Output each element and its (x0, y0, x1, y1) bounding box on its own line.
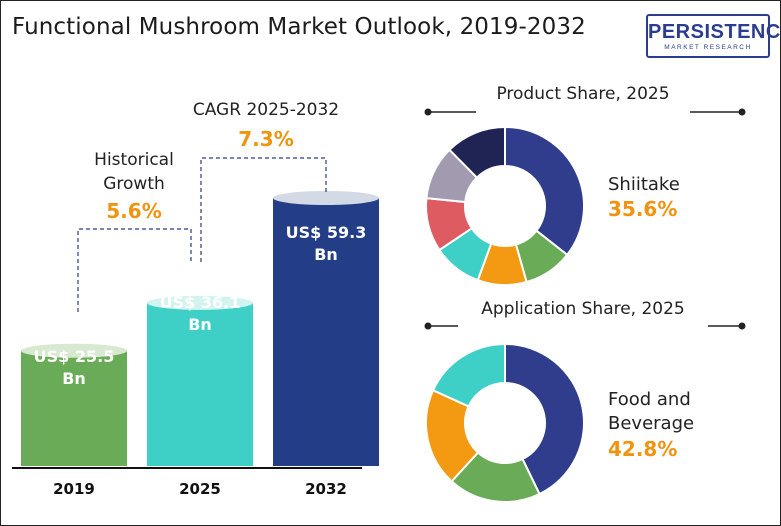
cagr-value: 7.3% (238, 127, 293, 151)
historical-growth-connector (77, 228, 192, 312)
bar-value-label-2019-line1: US$ 25.5 (34, 347, 115, 366)
application-share-slice-4 (431, 342, 506, 408)
application-share-divider-dot-left (424, 322, 432, 330)
logo-main-text: PERSISTENCE (648, 21, 781, 43)
logo-sub-text: MARKET RESEARCH (664, 44, 752, 51)
application-share-divider-dot-right (738, 322, 746, 330)
application-share-title-bg (458, 296, 708, 330)
bar-2025-top (147, 295, 253, 310)
product-share-donut (425, 125, 585, 286)
historical-growth-label-line2: Growth (103, 174, 165, 194)
bar-value-label-2032-line1: US$ 59.3 (286, 223, 367, 242)
product-share-divider-dot-right (738, 108, 746, 116)
application-share-slice-1 (504, 342, 585, 496)
bar-2019-top (21, 343, 127, 358)
product-share-title: Product Share, 2025 (496, 84, 669, 104)
bar-2019 (21, 350, 127, 466)
product-share-slice-7 (448, 125, 506, 179)
x-tick-label-2032: 2032 (305, 480, 347, 498)
product-share-highlight-value: 35.6% (608, 197, 677, 221)
product-share-title-bg (476, 82, 690, 116)
application-share-highlight-label-line1: Food and (608, 389, 691, 410)
cagr-connector (200, 157, 327, 262)
historical-growth-label-line1: Historical (94, 150, 174, 170)
bar-2025 (147, 302, 253, 466)
x-tick-label-2025: 2025 (179, 480, 221, 498)
x-tick-label-2019: 2019 (53, 480, 95, 498)
bar-value-label-2025-line1: US$ 36.1 (160, 293, 241, 312)
cagr-label: CAGR 2025-2032 (193, 100, 339, 120)
bar-value-label-2019-line2: Bn (62, 369, 86, 388)
application-share-title: Application Share, 2025 (481, 299, 685, 319)
bar-2032 (273, 198, 379, 466)
application-share-donut (425, 342, 585, 503)
product-share-highlight-label: Shiitake (608, 174, 680, 195)
application-share-highlight-value: 42.8% (608, 437, 677, 461)
bar-value-label-2025-line2: Bn (188, 315, 212, 334)
application-share-highlight-label-line2: Beverage (608, 413, 694, 434)
product-share-divider-dot-left (424, 108, 432, 116)
product-share-slice-1 (504, 125, 585, 257)
bar-2032-top (273, 191, 379, 205)
page-title: Functional Mushroom Market Outlook, 2019… (12, 14, 586, 40)
historical-growth-value: 5.6% (106, 199, 161, 223)
bar-series (21, 191, 379, 466)
bar-value-label-2032-line2: Bn (314, 245, 338, 264)
persistence-logo: PERSISTENCE MARKET RESEARCH (646, 14, 781, 58)
